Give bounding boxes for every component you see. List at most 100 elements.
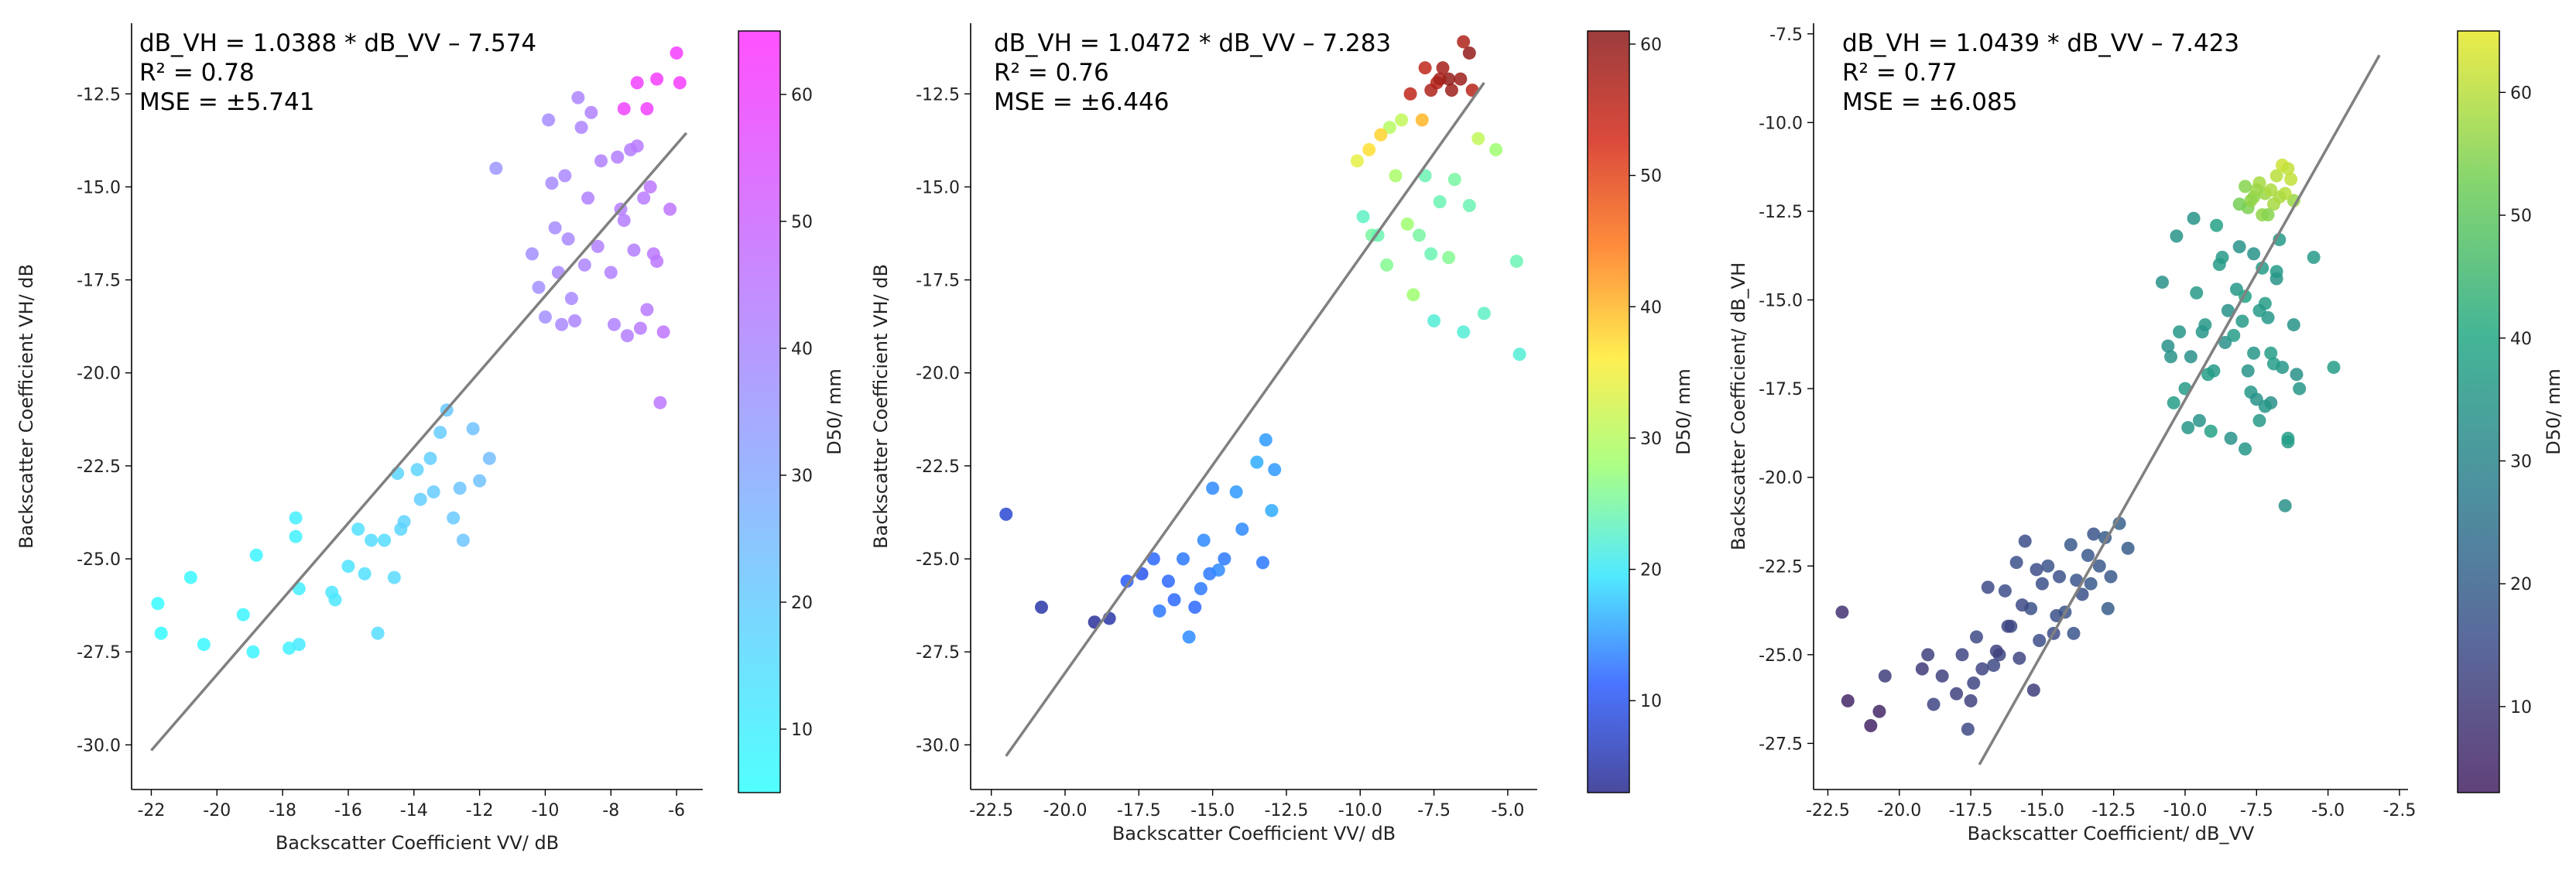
colorbar-tick-label: 30 — [2510, 452, 2532, 471]
data-point — [2101, 601, 2115, 615]
data-point — [558, 169, 572, 183]
data-point — [581, 191, 595, 205]
colorbar-tick-label: 40 — [2510, 330, 2532, 349]
data-point — [154, 626, 168, 640]
data-point — [183, 570, 197, 584]
data-point — [2287, 318, 2300, 332]
data-point — [1981, 581, 1995, 594]
data-point — [1489, 142, 1503, 156]
data-point — [2001, 619, 2015, 633]
x-tick-label: -12 — [466, 801, 494, 820]
data-point — [2192, 413, 2206, 427]
data-point — [482, 451, 496, 465]
data-point — [633, 321, 647, 335]
data-point — [656, 325, 670, 339]
data-point — [2327, 361, 2341, 375]
y-tick-label: -15.0 — [77, 178, 121, 197]
data-point — [2232, 197, 2246, 211]
data-point — [246, 645, 260, 659]
y-tick-label: -17.5 — [77, 272, 121, 291]
regression-annotation: MSE = ±5.741 — [139, 88, 314, 116]
data-point — [568, 313, 582, 327]
data-point — [2187, 211, 2201, 225]
colorbar-tick-label: 30 — [791, 467, 813, 486]
y-tick-label: -25.0 — [1759, 646, 1803, 666]
y-tick-label: -12.5 — [916, 85, 960, 104]
colorbar-tick-label: 60 — [1640, 36, 1662, 55]
data-point — [341, 560, 355, 574]
data-point — [1457, 325, 1471, 339]
data-point — [650, 72, 664, 86]
data-point — [2210, 218, 2224, 232]
data-point — [2266, 357, 2280, 371]
data-point — [2293, 382, 2307, 396]
data-point — [611, 150, 625, 164]
y-tick-label: -22.5 — [916, 457, 960, 477]
data-point — [574, 121, 588, 135]
regression-line — [150, 132, 688, 752]
colorbar-label: D50/ mm — [824, 368, 845, 455]
data-point — [2281, 431, 2295, 445]
colorbar-tick-label: 60 — [791, 86, 813, 105]
x-tick-label: -16 — [334, 801, 362, 820]
data-point — [2252, 413, 2266, 427]
data-point — [1433, 195, 1447, 209]
data-point — [1935, 669, 1949, 683]
data-point — [387, 570, 401, 584]
x-tick-label: -10 — [531, 801, 559, 820]
data-point — [620, 329, 634, 343]
data-point — [542, 113, 556, 127]
data-point — [1878, 669, 1892, 683]
data-point — [2278, 498, 2292, 512]
data-point — [1998, 584, 2012, 598]
data-point — [1424, 84, 1438, 98]
data-point — [2173, 325, 2187, 339]
data-point — [1921, 648, 1935, 662]
data-point — [1177, 552, 1190, 566]
x-tick-label: -5.0 — [2311, 801, 2345, 820]
data-point — [1146, 552, 1160, 566]
data-point — [1161, 574, 1175, 588]
data-point — [1406, 288, 1420, 302]
data-point — [351, 522, 365, 536]
data-point — [2204, 424, 2218, 438]
data-point — [292, 638, 306, 652]
y-tick-label: -12.5 — [1759, 203, 1803, 222]
data-point — [2092, 559, 2106, 573]
data-point — [538, 310, 552, 324]
data-point — [378, 533, 392, 547]
chart-3: -22.5 -20.0 -17.5 -15.0 -12.5 -10.0 -7.5 -5.0 -2… — [1728, 23, 2564, 844]
y-tick-label: -27.5 — [916, 643, 960, 663]
data-point — [2273, 190, 2287, 204]
data-point — [2081, 549, 2095, 562]
data-point — [489, 161, 503, 175]
x-tick-label: -20.0 — [1877, 801, 1921, 820]
data-point — [2269, 169, 2283, 183]
data-point — [2155, 276, 2169, 289]
data-point — [410, 463, 424, 477]
data-point — [1975, 662, 1989, 676]
y-tick-label: -30.0 — [77, 736, 121, 755]
data-point — [1454, 72, 1468, 86]
data-point — [643, 180, 657, 194]
data-point — [2201, 368, 2215, 382]
data-point — [1400, 218, 1414, 231]
data-point — [2249, 183, 2263, 197]
data-point — [2281, 162, 2295, 176]
x-tick-label: -12.5 — [2091, 801, 2136, 820]
data-point — [1403, 87, 1417, 101]
data-point — [2195, 325, 2209, 339]
data-point — [328, 593, 342, 607]
data-point — [2050, 608, 2064, 622]
data-point — [2190, 286, 2204, 300]
data-point — [2018, 534, 2032, 548]
data-point — [426, 485, 440, 499]
data-point — [1250, 455, 1264, 469]
data-point — [1512, 348, 1526, 361]
x-tick-label: -15.0 — [2020, 801, 2064, 820]
y-tick-label: -20.0 — [1759, 469, 1803, 488]
data-point — [2161, 339, 2175, 353]
x-tick-label: -14 — [400, 801, 428, 820]
x-axis-label: Backscatter Coefficient VV/ dB — [276, 832, 559, 854]
data-point — [365, 533, 379, 547]
